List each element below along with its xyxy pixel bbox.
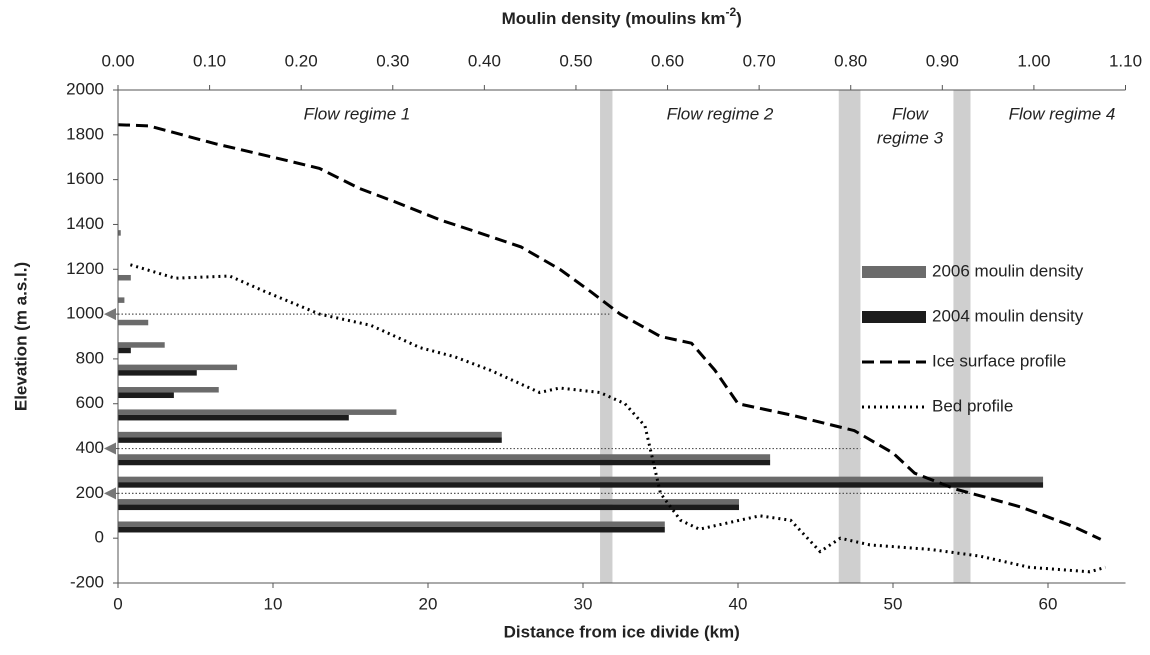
bar [118,319,149,326]
bar [118,392,174,399]
regime-label: Flow regime 2 [667,104,774,123]
bar [118,504,739,511]
marker-arrow [104,442,116,455]
y-tick-label: 1200 [66,259,104,278]
bar [118,387,219,393]
legend-label: 2004 moulin density [932,306,1084,325]
bar [118,297,125,303]
profile-line [129,263,1106,574]
x2-tick-label: 0.60 [651,51,684,70]
bar [118,454,771,460]
regime-label: Flow regime 1 [304,104,411,123]
legend-label: Ice surface profile [932,351,1066,370]
x2-tick-label: 1.00 [1017,51,1050,70]
bar [118,230,121,236]
bar [118,521,665,527]
y-tick-label: 2000 [66,79,104,98]
x2-axis-label-main: Moulin density (moulins km [502,9,726,28]
x2-tick-label: 0.10 [193,51,226,70]
x2-tick-label: 0.30 [376,51,409,70]
regime-label: Flow regime 4 [1009,104,1116,123]
x2-axis-label-tail: ) [736,9,742,28]
x2-tick-label: 0.70 [743,51,776,70]
x-tick-label: 50 [884,594,903,613]
y-tick-label: 400 [76,438,104,457]
legend-label: 2006 moulin density [932,261,1084,280]
y-tick-label: 600 [76,393,104,412]
y-tick-label: 1400 [66,214,104,233]
legend-swatch [862,311,926,323]
x-tick-label: 20 [419,594,438,613]
bar [118,347,131,354]
x2-tick-label: 0.90 [926,51,959,70]
legend-swatch [862,266,926,278]
x-tick-label: 30 [574,594,593,613]
y-axis-label: Elevation (m a.s.l.) [11,262,30,411]
bar [118,274,131,281]
regime-band [838,90,861,583]
x2-tick-label: 0.00 [101,51,134,70]
x-tick-label: 40 [729,594,748,613]
regime-label: Flow [892,104,930,123]
legend-label: Bed profile [932,396,1013,415]
x2-axis-label: Moulin density (moulins km-2) [502,5,742,28]
marker-arrow [104,308,116,321]
bar [118,409,397,415]
x-tick-label: 60 [1039,594,1058,613]
x-tick-label: 0 [113,594,122,613]
y-tick-label: 800 [76,348,104,367]
regime-band [953,90,971,583]
y-tick-label: 0 [95,528,104,547]
bar [118,437,502,443]
x-tick-label: 10 [264,594,283,613]
y-tick-label: 1600 [66,169,104,188]
x-axis-label: Distance from ice divide (km) [504,622,740,641]
bar [118,476,1044,483]
bar [118,370,197,376]
bar [118,482,1044,488]
regime-label: regime 3 [877,128,944,147]
bar [118,499,739,505]
x2-tick-label: 1.10 [1109,51,1142,70]
marker-arrow [104,487,116,500]
bar [118,459,771,466]
bar [118,526,665,533]
bar [118,414,349,421]
profile-line [117,123,1102,541]
x2-tick-label: 0.50 [559,51,592,70]
y-tick-label: 1000 [66,304,104,323]
bar [118,364,238,371]
bar [118,431,502,438]
x2-tick-label: 0.20 [285,51,318,70]
x2-tick-label: 0.40 [468,51,501,70]
bar [118,342,165,348]
y-tick-label: 200 [76,483,104,502]
y-tick-label: 1800 [66,124,104,143]
y-tick-label: -200 [70,572,104,591]
x2-tick-label: 0.80 [834,51,867,70]
x2-axis-label-sup: -2 [726,5,737,19]
